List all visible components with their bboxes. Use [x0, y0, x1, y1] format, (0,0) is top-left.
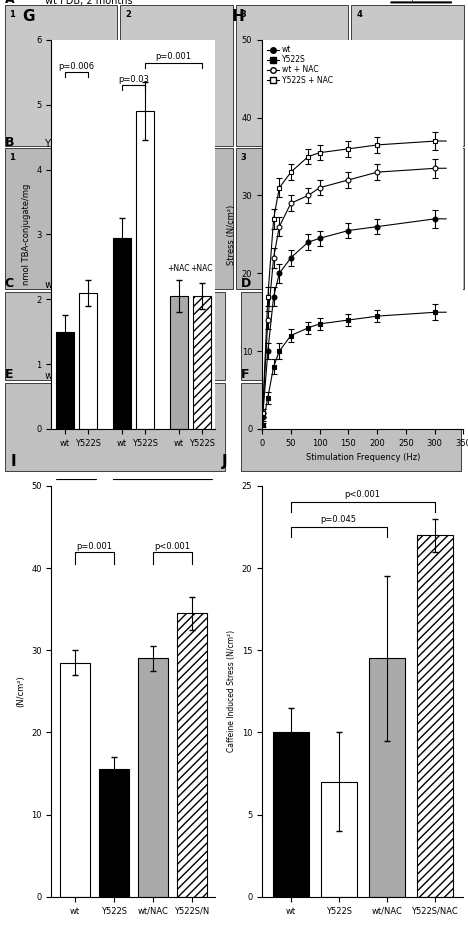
Bar [236, 5, 348, 146]
Text: p=0.006: p=0.006 [58, 62, 95, 71]
Bar [5, 148, 117, 289]
Bar [369, 659, 405, 897]
Bar [170, 296, 188, 429]
Bar [351, 5, 464, 146]
Bar [120, 5, 233, 146]
Bar [79, 292, 97, 429]
Text: +NAC: +NAC [168, 265, 190, 273]
Y-axis label: (N/cm²): (N/cm²) [16, 676, 26, 707]
Text: A: A [5, 0, 15, 6]
Text: p=0.001: p=0.001 [155, 52, 191, 62]
Bar [5, 5, 117, 146]
Text: p=0.045: p=0.045 [321, 514, 357, 524]
Bar [241, 291, 461, 381]
Text: 3: 3 [241, 9, 246, 19]
Text: wt soleus, 1 year: wt soleus, 1 year [42, 371, 129, 381]
Bar [56, 332, 74, 429]
Bar [241, 382, 461, 471]
Text: +NAC: +NAC [190, 265, 213, 273]
Text: 1: 1 [9, 153, 15, 162]
Bar [5, 382, 225, 471]
Text: 2: 2 [125, 153, 131, 162]
Text: 12 months: 12 months [157, 507, 202, 515]
Text: 4: 4 [356, 153, 362, 162]
Bar [99, 770, 129, 897]
Bar [136, 111, 154, 429]
X-axis label: Stimulation Frequency (Hz): Stimulation Frequency (Hz) [306, 454, 420, 462]
Y-axis label: Caffeine Induced Stress (N/cm²): Caffeine Induced Stress (N/cm²) [227, 630, 236, 753]
Bar [192, 296, 211, 429]
Y-axis label: Stress (N/cm²): Stress (N/cm²) [227, 204, 236, 265]
Text: wt FDB, 2 months: wt FDB, 2 months [42, 0, 133, 6]
Text: F: F [241, 368, 249, 381]
Text: p<0.001: p<0.001 [345, 490, 380, 499]
Legend: wt, Y522S, wt + NAC, Y522S + NAC: wt, Y522S, wt + NAC, Y522S + NAC [266, 44, 335, 86]
Text: 0.1 µm: 0.1 µm [398, 139, 423, 145]
Text: p<0.001: p<0.001 [154, 543, 190, 551]
Text: D: D [241, 277, 251, 290]
Y-axis label: nmol TBA-conjugate/mg: nmol TBA-conjugate/mg [22, 184, 31, 285]
Bar [5, 291, 225, 381]
Text: 3: 3 [241, 153, 246, 162]
Text: 4: 4 [356, 9, 362, 19]
Text: p=0.03: p=0.03 [118, 75, 149, 84]
Text: G: G [22, 9, 35, 25]
Text: Y522S, FDB, 2 months: Y522S, FDB, 2 months [42, 140, 155, 149]
Bar [351, 148, 464, 289]
Bar [138, 659, 168, 897]
Text: 2: 2 [125, 9, 131, 19]
Text: p=0.001: p=0.001 [76, 543, 112, 551]
Text: Y522S FDB, 1 year: Y522S FDB, 1 year [278, 280, 373, 290]
Text: C: C [5, 277, 14, 290]
Text: J: J [222, 455, 227, 470]
Text: Y522S soleus, 1 year: Y522S soleus, 1 year [278, 371, 384, 381]
Bar [120, 148, 233, 289]
Bar [417, 535, 453, 897]
Bar [236, 148, 348, 289]
Bar [321, 782, 357, 897]
Text: H: H [232, 9, 245, 25]
Bar [177, 613, 206, 897]
Bar [273, 733, 309, 897]
Text: 2 months: 2 months [114, 507, 153, 515]
Text: B: B [5, 137, 14, 149]
Text: I: I [10, 455, 16, 470]
Text: E: E [5, 368, 13, 381]
Text: wt FDB, 1 year: wt FDB, 1 year [42, 280, 117, 290]
Bar [60, 662, 89, 897]
Bar [113, 237, 131, 429]
Text: 1: 1 [9, 9, 15, 19]
Text: 0.1 µm: 0.1 µm [398, 0, 423, 2]
